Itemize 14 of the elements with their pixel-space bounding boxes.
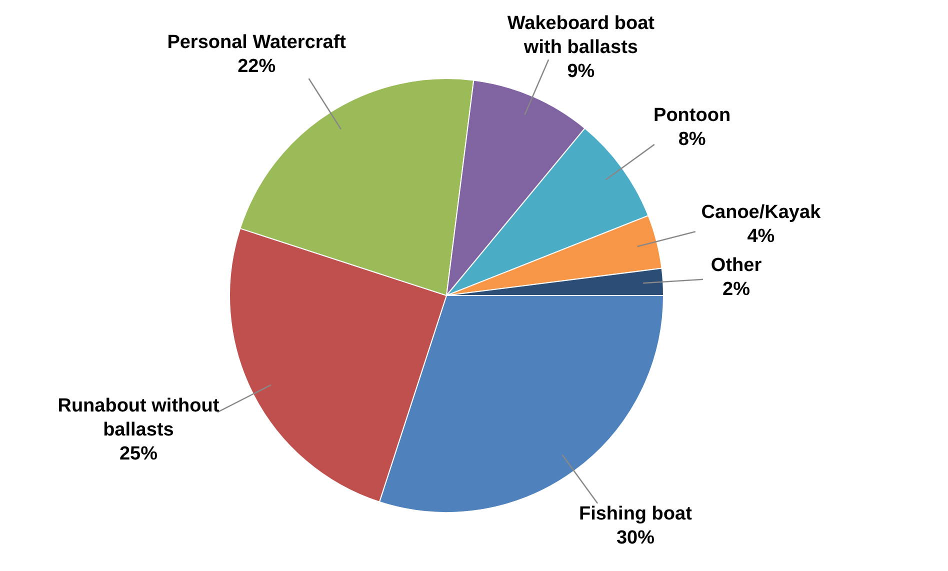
data-label: 8%: [678, 129, 706, 150]
data-label: 25%: [119, 444, 158, 465]
slice-label: Wakeboard boat with ballasts: [507, 13, 656, 58]
slice-label: Personal Watercraft: [167, 32, 347, 54]
data-label: 9%: [567, 61, 595, 82]
slice-label: Canoe/Kayak: [701, 202, 822, 223]
slice-label: Fishing boat: [578, 503, 693, 524]
data-label: 2%: [722, 278, 750, 300]
slice-label: Pontoon: [654, 105, 731, 126]
slice-label: Other: [710, 254, 762, 276]
data-label: 30%: [616, 527, 655, 548]
slice-label: Runabout without ballasts: [58, 396, 220, 441]
data-label: 22%: [238, 56, 276, 78]
data-label: 4%: [747, 226, 775, 247]
